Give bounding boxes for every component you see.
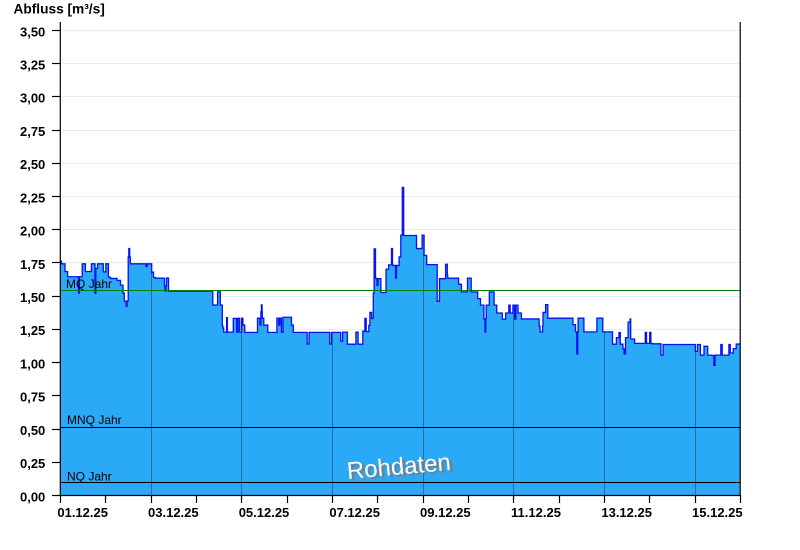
svg-text:07.12.25: 07.12.25: [329, 505, 380, 520]
svg-text:2,25: 2,25: [20, 190, 45, 205]
svg-text:1,50: 1,50: [20, 290, 45, 305]
svg-text:0,75: 0,75: [20, 390, 45, 405]
svg-text:01.12.25: 01.12.25: [57, 505, 108, 520]
svg-text:13.12.25: 13.12.25: [601, 505, 652, 520]
svg-text:MNQ Jahr: MNQ Jahr: [67, 413, 122, 427]
svg-text:3,25: 3,25: [20, 58, 45, 73]
svg-text:2,50: 2,50: [20, 157, 45, 172]
svg-text:0,50: 0,50: [20, 423, 45, 438]
svg-text:Abfluss [m³/s]: Abfluss [m³/s]: [14, 2, 105, 17]
svg-text:0,25: 0,25: [20, 456, 45, 471]
svg-text:3,50: 3,50: [20, 24, 45, 39]
svg-text:09.12.25: 09.12.25: [420, 505, 471, 520]
svg-text:MQ Jahr: MQ Jahr: [66, 277, 112, 291]
svg-text:15.12.25: 15.12.25: [692, 505, 743, 520]
svg-text:05.12.25: 05.12.25: [239, 505, 290, 520]
svg-text:0,00: 0,00: [20, 489, 45, 504]
svg-text:1,00: 1,00: [20, 356, 45, 371]
svg-text:NQ Jahr: NQ Jahr: [67, 470, 112, 484]
svg-text:3,00: 3,00: [20, 91, 45, 106]
svg-text:1,25: 1,25: [20, 323, 45, 338]
svg-text:2,00: 2,00: [20, 224, 45, 239]
svg-text:2,75: 2,75: [20, 124, 45, 139]
svg-text:03.12.25: 03.12.25: [148, 505, 199, 520]
svg-text:11.12.25: 11.12.25: [511, 505, 561, 520]
svg-text:1,75: 1,75: [20, 257, 45, 272]
